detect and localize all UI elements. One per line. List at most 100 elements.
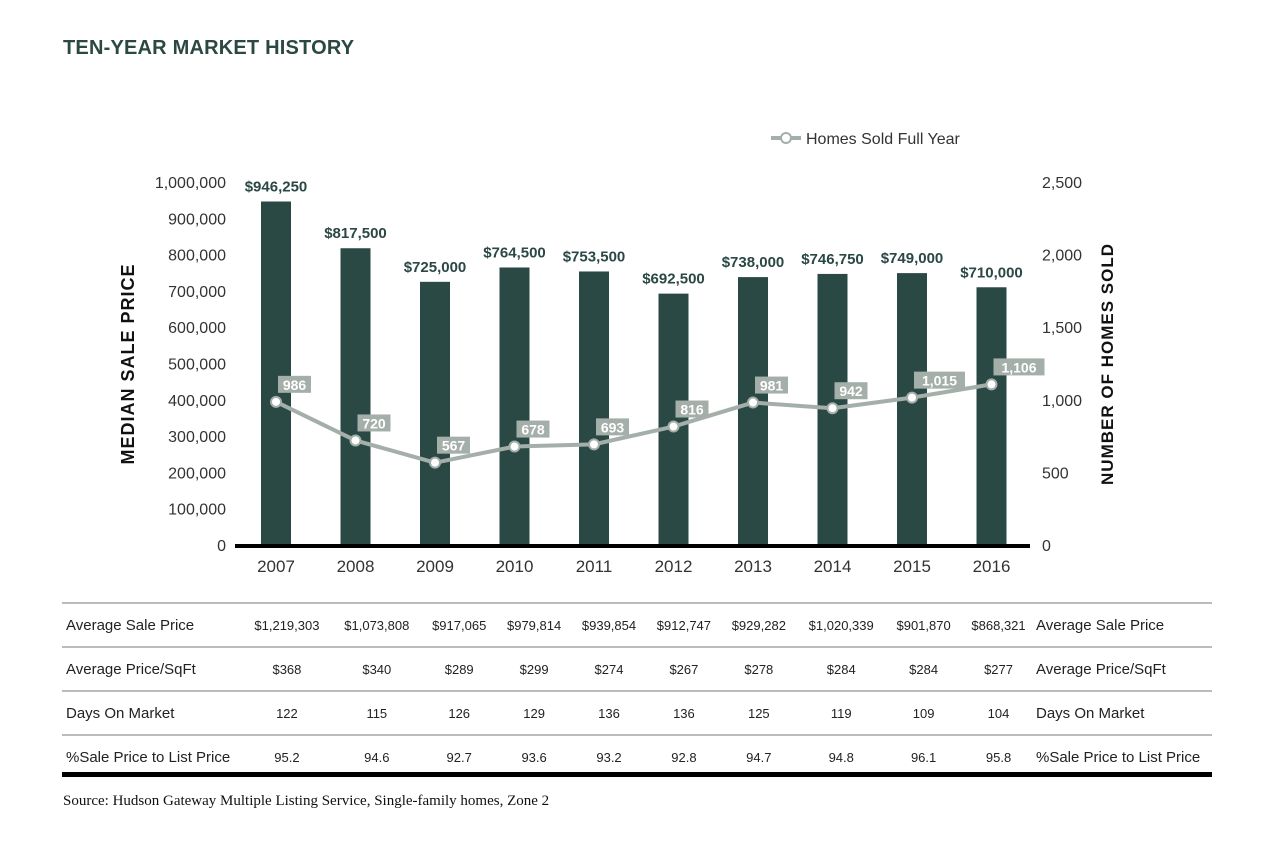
y-axis-label: MEDIAN SALE PRICE — [118, 263, 138, 464]
x-tick-label: 2008 — [337, 557, 375, 576]
bar-data-label: $764,500 — [483, 244, 546, 261]
table-cell: $289 — [421, 646, 497, 691]
y-tick-label: 1,000,000 — [155, 175, 226, 192]
line-data-label: 981 — [760, 378, 784, 394]
table-cell: 104 — [961, 690, 1036, 735]
table-row: Days On Market 122 115 126 129 136 136 125 119 10… — [62, 690, 1212, 735]
x-tick-label: 2012 — [655, 557, 693, 576]
line-data-label: 816 — [680, 402, 704, 418]
bar — [658, 293, 689, 545]
line-point — [985, 378, 998, 391]
market-chart: 0 100,000 200,000 300,000 400,000 500,000 600,… — [118, 131, 1117, 576]
table-cell: $939,854 — [571, 602, 647, 647]
bar-data-label: $749,000 — [881, 250, 944, 267]
x-tick-label: 2009 — [416, 557, 454, 576]
x-tick-label: 2007 — [257, 557, 295, 576]
row-label: Days On Market — [62, 690, 242, 735]
line-point — [588, 438, 600, 451]
y-tick-label: 800,000 — [168, 248, 226, 265]
table-cell: $868,321 — [961, 602, 1036, 647]
line-label-box — [755, 376, 788, 394]
table-cell: $340 — [331, 646, 422, 691]
table-cell: $1,073,808 — [331, 602, 422, 647]
bar — [261, 201, 291, 546]
line-point — [906, 391, 918, 404]
line-data-label: 720 — [362, 415, 386, 431]
table-cell: 126 — [421, 690, 497, 735]
table-cell: $277 — [961, 646, 1036, 691]
x-tick-label: 2011 — [576, 557, 613, 576]
table-cell: 94.6 — [331, 734, 422, 778]
line-label-box — [993, 358, 1045, 376]
row-label-right: Average Sale Price — [1036, 602, 1212, 647]
bar — [499, 267, 530, 545]
bar — [976, 287, 1007, 545]
bar-data-label: $746,750 — [801, 251, 864, 268]
table-cell: 122 — [242, 690, 332, 735]
table-cell: $284 — [886, 646, 962, 691]
legend-marker — [780, 132, 792, 144]
x-tick-label: 2014 — [814, 557, 852, 576]
legend-label: Homes Sold Full Year — [806, 131, 961, 148]
table-cell: 95.2 — [242, 734, 332, 778]
line-point — [667, 420, 680, 433]
table-cell: 96.1 — [886, 734, 962, 778]
bar-data-label: $692,500 — [642, 271, 705, 288]
page-title: TEN-YEAR MARKET HISTORY — [63, 37, 355, 59]
market-table: Average Sale Price $1,219,303 $1,073,808 $9… — [62, 602, 1212, 778]
table-cell: 94.7 — [721, 734, 797, 778]
line-label-box — [357, 414, 391, 432]
table-cell: 129 — [496, 690, 572, 735]
table-cell: $929,282 — [721, 602, 797, 647]
table-cell: 109 — [886, 690, 962, 735]
table-cell: $901,870 — [886, 602, 962, 647]
table-cell: $979,814 — [496, 602, 572, 647]
source-note: Source: Hudson Gateway Multiple Listing … — [63, 793, 550, 809]
bar — [420, 281, 450, 545]
table-cell: $1,219,303 — [242, 602, 332, 647]
y-tick-label: 900,000 — [168, 211, 226, 228]
bar-data-label: $710,000 — [960, 264, 1023, 281]
bar — [340, 248, 371, 545]
table-cell: $278 — [721, 646, 797, 691]
y-tick-label: 200,000 — [168, 465, 226, 482]
line-data-label: 1,106 — [1001, 359, 1036, 375]
y-tick-label: 300,000 — [168, 429, 226, 446]
y-tick-label: 100,000 — [168, 502, 226, 519]
table-row: Average Sale Price $1,219,303 $1,073,808 $9… — [62, 602, 1212, 647]
line-label-box — [914, 371, 965, 389]
line-label-box — [437, 436, 470, 454]
table-cell: $299 — [496, 646, 572, 691]
table-cell: $274 — [571, 646, 647, 691]
x-tick-label: 2010 — [496, 557, 534, 576]
y-tick-label: 500,000 — [168, 357, 226, 374]
line-series — [275, 382, 992, 465]
table-row: Average Price/SqFt $368 $340 $289 $299 $274 $2… — [62, 646, 1212, 691]
bar — [897, 273, 927, 545]
y2-tick-label: 1,000 — [1042, 393, 1082, 410]
table-cell: $912,747 — [646, 602, 722, 647]
table-cell: 115 — [331, 690, 422, 735]
y2-tick-label: 2,000 — [1042, 248, 1082, 265]
bar — [579, 271, 609, 545]
x-tick-label: 2016 — [973, 557, 1011, 576]
table-bottom-rule — [62, 772, 1212, 777]
y-tick-label: 700,000 — [168, 284, 226, 301]
line-point — [270, 395, 282, 408]
table-cell: 125 — [721, 690, 797, 735]
line-point — [826, 402, 839, 415]
bar-data-label: $738,000 — [722, 254, 785, 271]
line-label-box — [596, 418, 629, 436]
line-data-label: 1,015 — [922, 373, 957, 389]
line-point — [429, 456, 441, 469]
line-point — [747, 396, 759, 409]
line-data-label: 693 — [601, 419, 625, 435]
table-cell: 95.8 — [961, 734, 1036, 778]
bar-data-label: $725,000 — [404, 259, 467, 276]
y-tick-label: 400,000 — [168, 393, 226, 410]
table-cell: $368 — [242, 646, 332, 691]
table-cell: $284 — [796, 646, 887, 691]
table-cell: 94.8 — [796, 734, 887, 778]
line-label-box — [516, 420, 550, 438]
line-data-label: 567 — [442, 438, 466, 454]
